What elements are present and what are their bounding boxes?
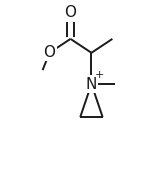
Text: N: N (86, 76, 97, 92)
Text: O: O (64, 5, 77, 20)
Text: +: + (95, 70, 104, 80)
Text: O: O (44, 45, 56, 60)
